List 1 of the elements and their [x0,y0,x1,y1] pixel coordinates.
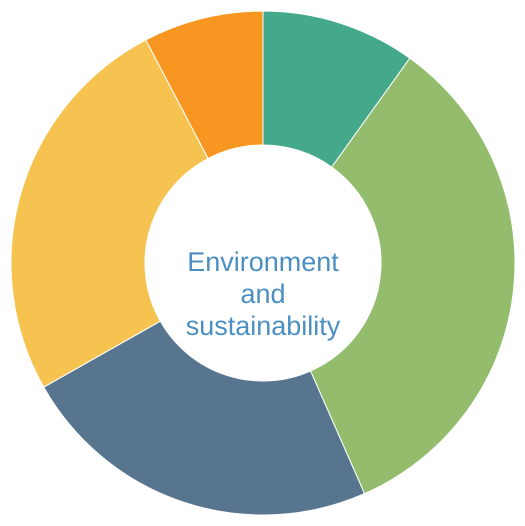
text: Environment and sustainability [186,247,341,341]
